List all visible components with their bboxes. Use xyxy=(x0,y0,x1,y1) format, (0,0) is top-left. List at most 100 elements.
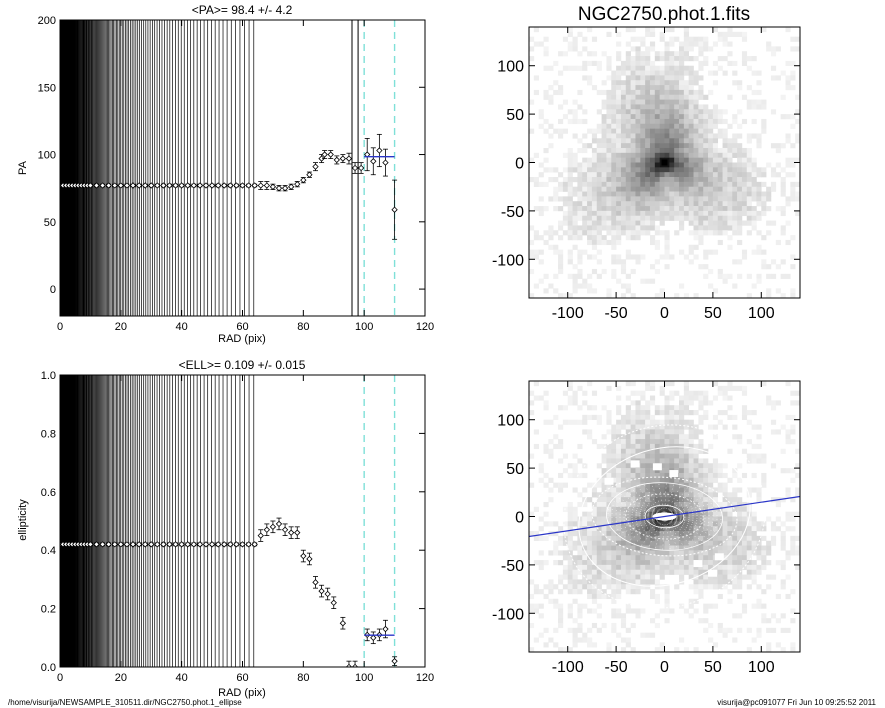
image-pixel xyxy=(649,196,656,202)
image-pixel xyxy=(703,230,709,236)
image-pixel xyxy=(611,172,617,178)
image-pixel xyxy=(567,560,573,566)
image-pixel xyxy=(630,172,636,178)
image-pixel xyxy=(640,492,646,498)
image-pixel xyxy=(606,468,612,474)
image-pixel xyxy=(625,167,631,173)
image-pixel xyxy=(601,225,607,231)
image-pixel xyxy=(582,133,588,139)
image-pixel xyxy=(693,555,699,561)
image-pixel xyxy=(693,162,699,168)
image-pixel xyxy=(659,138,665,144)
image-pixel xyxy=(620,492,627,498)
image-pixel xyxy=(567,46,573,52)
image-pixel xyxy=(683,381,689,387)
image-pixel xyxy=(649,555,656,561)
image-pixel xyxy=(669,550,675,556)
image-pixel xyxy=(596,531,602,537)
image-pixel xyxy=(640,196,646,202)
image-pixel xyxy=(611,70,617,76)
image-pixel xyxy=(645,104,651,110)
y-tick-label: 50 xyxy=(506,107,524,124)
image-pixel xyxy=(727,564,733,571)
image-pixel xyxy=(669,521,675,527)
image-pixel xyxy=(683,191,689,197)
image-pixel xyxy=(712,147,719,154)
image-pixel xyxy=(538,172,544,178)
image-pixel xyxy=(645,85,651,91)
image-pixel xyxy=(611,540,617,546)
image-pixel xyxy=(645,443,651,450)
image-pixel xyxy=(703,395,709,401)
image-pixel xyxy=(722,487,728,493)
image-pixel xyxy=(708,147,714,154)
image-pixel xyxy=(693,181,699,187)
image-pixel xyxy=(679,458,685,464)
image-pixel xyxy=(688,419,694,425)
image-pixel xyxy=(587,27,593,33)
image-pixel xyxy=(712,574,719,580)
image-pixel xyxy=(620,147,627,154)
image-pixel xyxy=(558,128,564,134)
image-pixel xyxy=(620,143,627,149)
image-pixel xyxy=(635,56,641,62)
image-pixel xyxy=(591,138,598,144)
image-pixel xyxy=(698,128,704,134)
image-pixel xyxy=(645,492,651,498)
dense-inner-region xyxy=(60,20,70,316)
image-pixel xyxy=(732,521,738,527)
image-pixel xyxy=(572,521,578,527)
image-pixel xyxy=(698,220,704,226)
image-pixel xyxy=(654,186,660,192)
image-pixel xyxy=(659,569,665,575)
image-pixel xyxy=(746,133,752,139)
image-pixel xyxy=(664,569,670,575)
image-pixel xyxy=(698,516,704,522)
image-pixel xyxy=(635,70,641,76)
image-pixel xyxy=(587,172,593,178)
data-point xyxy=(263,182,270,189)
image-pixel xyxy=(567,463,573,469)
image-pixel xyxy=(737,593,743,600)
image-pixel xyxy=(640,521,646,527)
image-pixel xyxy=(640,36,646,42)
image-pixel xyxy=(688,46,694,52)
data-point xyxy=(129,541,137,548)
image-pixel xyxy=(654,540,660,546)
image-pixel xyxy=(775,206,781,212)
image-pixel xyxy=(679,118,685,125)
image-pixel xyxy=(616,439,622,445)
image-pixel xyxy=(577,405,583,411)
image-pixel xyxy=(708,128,714,134)
image-pixel xyxy=(567,152,573,158)
image-pixel xyxy=(698,540,704,546)
image-pixel xyxy=(558,560,564,566)
image-pixel xyxy=(616,220,622,226)
image-pixel xyxy=(766,273,772,279)
image-pixel xyxy=(591,244,598,250)
image-pixel xyxy=(611,443,617,450)
image-pixel xyxy=(746,535,752,541)
image-pixel xyxy=(630,477,636,483)
image-pixel xyxy=(712,157,719,163)
image-pixel xyxy=(654,244,660,250)
image-pixel xyxy=(712,109,719,115)
image-pixel xyxy=(538,278,544,284)
image-pixel xyxy=(582,196,588,202)
image-pixel xyxy=(674,215,680,221)
image-pixel xyxy=(659,85,665,91)
image-pixel xyxy=(645,439,651,445)
image-pixel xyxy=(688,220,694,226)
image-pixel xyxy=(587,381,593,387)
image-pixel xyxy=(572,244,578,250)
image-pixel xyxy=(785,201,791,207)
image-pixel xyxy=(679,419,685,425)
data-point xyxy=(93,182,100,189)
sampling-spoke xyxy=(664,516,699,546)
data-point xyxy=(391,657,398,665)
image-pixel xyxy=(683,608,689,614)
image-pixel xyxy=(717,56,723,62)
image-pixel xyxy=(688,138,694,144)
x-tick-label: 60 xyxy=(236,321,248,333)
image-pixel xyxy=(669,497,675,503)
